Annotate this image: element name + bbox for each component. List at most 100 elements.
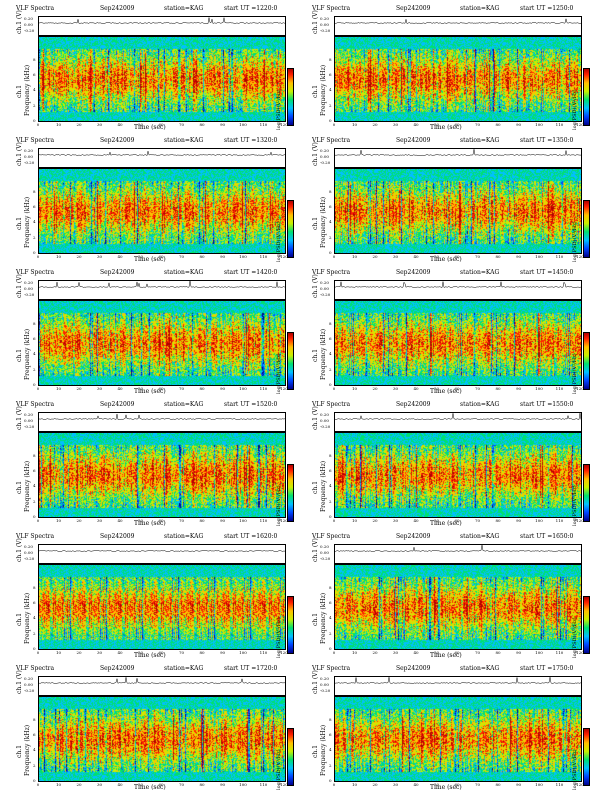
colorbar	[583, 596, 590, 654]
time-tick-label: 100	[535, 782, 543, 787]
time-tick-label: 60	[158, 782, 164, 787]
time-tick-label: 30	[96, 782, 103, 787]
panel-start-time: start UT =1350:0	[520, 137, 574, 144]
x-axis-label: Time (sec)	[134, 520, 166, 527]
freq-tick-label: 0	[33, 382, 36, 387]
time-tick-label: 110	[259, 386, 268, 391]
spectrogram-panel: VLF Spectra Sep242009 station=KAG start …	[310, 532, 590, 659]
time-tick-label: 10	[351, 386, 358, 391]
time-tick-label: 70	[178, 122, 185, 127]
time-tick-label: 90	[219, 782, 226, 787]
panel-header: VLF Spectra Sep242009 station=KAG start …	[14, 268, 284, 278]
time-tick-label: 20	[372, 518, 378, 523]
colorbar-label: log(PSD)(V²/Hz)	[276, 485, 282, 526]
panel-title: VLF Spectra	[16, 269, 55, 276]
time-tick-label: 120	[280, 386, 288, 391]
spectrogram-image	[38, 168, 286, 254]
freq-tick-label: 4	[33, 747, 36, 753]
time-tick-label: 0	[36, 122, 40, 127]
spectrogram-ylabel: ch.1 Frequency (kHz)	[312, 196, 327, 248]
panel-station: station=KAG	[460, 137, 500, 144]
colorbar-label: log(PSD)(V²/Hz)	[572, 221, 578, 262]
spectrogram-image	[334, 432, 582, 518]
spectrogram-ylabel: ch.1 Frequency (kHz)	[16, 328, 31, 380]
spectrogram-image	[38, 696, 286, 782]
spectrogram-panel: VLF Spectra Sep242009 station=KAG start …	[310, 664, 590, 791]
time-tick-label: 50	[433, 650, 440, 655]
timeseries-ylabel: ch.1 (V)	[16, 538, 23, 562]
panel-title: VLF Spectra	[312, 401, 351, 408]
time-tick-label: 0	[36, 254, 40, 259]
time-tick-label: 30	[392, 254, 399, 259]
time-tick-label: 0	[36, 650, 40, 655]
time-tick-label: 10	[351, 782, 358, 787]
time-tick-label: 80	[199, 122, 205, 127]
time-tick-label: 50	[137, 518, 144, 523]
time-tick-label: 70	[178, 386, 185, 391]
time-tick-label: 40	[117, 122, 123, 127]
time-tick-label: 80	[199, 518, 205, 523]
timeseries-trace	[39, 413, 285, 420]
panel-header: VLF Spectra Sep242009 station=KAG start …	[310, 4, 580, 14]
panel-header: VLF Spectra Sep242009 station=KAG start …	[310, 532, 580, 542]
freq-tick-label: 0	[33, 514, 36, 519]
timeseries-trace	[39, 550, 285, 552]
time-tick-label: 70	[178, 254, 185, 259]
ts-tick-label: 0.20	[320, 676, 329, 681]
colorbar-label: log(PSD)(V²/Hz)	[572, 617, 578, 658]
time-tick-label: 80	[495, 386, 501, 391]
timeseries-ylabel: ch.1 (V)	[16, 142, 23, 166]
freq-tick-label: 8	[329, 56, 332, 62]
time-tick-label: 10	[55, 386, 62, 391]
timeseries-line	[335, 18, 581, 24]
spectrogram-panel: VLF Spectra Sep242009 station=KAG start …	[310, 268, 590, 395]
time-tick-label: 80	[199, 650, 205, 655]
time-tick-label: 30	[392, 782, 399, 787]
spectrogram-panel: VLF Spectra Sep242009 station=KAG start …	[14, 136, 294, 263]
panel-station: station=KAG	[164, 665, 204, 672]
freq-tick-label: 6	[33, 732, 36, 738]
time-tick-label: 10	[55, 650, 62, 655]
panel-date: Sep242009	[396, 5, 431, 12]
timeseries-plot	[38, 148, 286, 168]
ts-tick-label: -0.20	[24, 160, 35, 165]
time-tick-label: 90	[515, 386, 522, 391]
colorbar	[287, 332, 294, 390]
time-tick-label: 80	[199, 782, 205, 787]
time-tick-label: 30	[392, 650, 399, 655]
time-tick-label: 0	[36, 782, 40, 787]
time-tick-label: 110	[555, 650, 564, 655]
timeseries-ylabel: ch.1 (V)	[16, 274, 23, 298]
time-tick-label: 100	[239, 122, 247, 127]
ts-tick-label: 0.20	[24, 148, 33, 153]
time-tick-label: 10	[351, 518, 358, 523]
timeseries-trace	[335, 545, 581, 552]
time-tick-label: 30	[392, 386, 399, 391]
time-tick-label: 0	[332, 518, 336, 523]
spectrogram-image	[334, 168, 582, 254]
colorbar-label: log(PSD)(V²/Hz)	[276, 617, 282, 658]
freq-tick-label: 0	[329, 646, 332, 651]
time-tick-label: 0	[36, 518, 40, 523]
time-tick-label: 0	[332, 650, 336, 655]
spectrogram-image	[38, 300, 286, 386]
panel-header: VLF Spectra Sep242009 station=KAG start …	[14, 400, 284, 410]
panel-header: VLF Spectra Sep242009 station=KAG start …	[310, 268, 580, 278]
time-tick-label: 60	[454, 650, 460, 655]
colorbar	[287, 728, 294, 786]
freq-tick-label: 2	[329, 102, 332, 108]
time-tick-label: 20	[76, 122, 82, 127]
time-tick-label: 60	[158, 386, 164, 391]
timeseries-trace	[39, 17, 285, 24]
timeseries-plot	[334, 148, 582, 168]
colorbar	[287, 596, 294, 654]
time-tick-label: 40	[117, 386, 123, 391]
panel-start-time: start UT =1520:0	[224, 401, 278, 408]
panel-station: station=KAG	[460, 269, 500, 276]
time-tick-label: 120	[576, 782, 584, 787]
panel-date: Sep242009	[100, 269, 135, 276]
timeseries-ylabel: ch.1 (V)	[16, 670, 23, 694]
ts-tick-label: 0.00	[24, 22, 33, 27]
panel-station: station=KAG	[164, 401, 204, 408]
freq-tick-label: 6	[33, 72, 36, 78]
